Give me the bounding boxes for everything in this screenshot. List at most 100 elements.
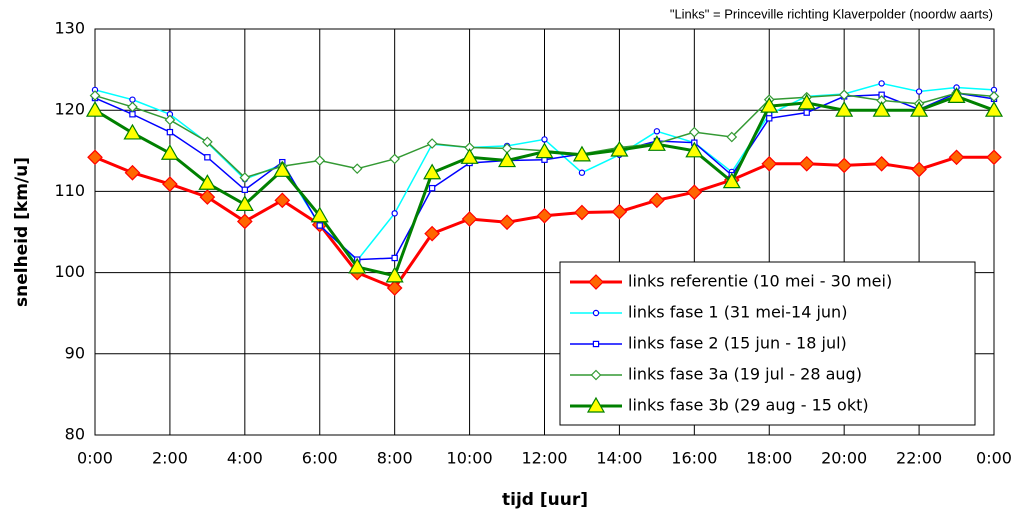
- x-tick-label: 20:00: [821, 449, 867, 468]
- legend-label: links fase 3b (29 aug - 15 okt): [628, 396, 869, 415]
- y-axis-label: snelheid [km/u]: [12, 157, 32, 307]
- marker: [872, 100, 891, 117]
- marker: [535, 142, 554, 159]
- marker: [588, 274, 604, 290]
- y-tick-label: 110: [54, 181, 85, 200]
- marker: [988, 91, 1000, 102]
- marker: [803, 109, 810, 116]
- x-tick-label: 18:00: [746, 449, 792, 468]
- annotation: "Links" = Princeville richting Klaverpol…: [670, 6, 993, 21]
- legend-label: links fase 1 (31 mei-14 jun): [628, 303, 847, 322]
- marker: [316, 222, 323, 229]
- marker: [386, 280, 403, 296]
- marker: [948, 149, 965, 166]
- marker: [797, 93, 816, 110]
- marker: [878, 80, 885, 87]
- marker: [986, 149, 1002, 166]
- marker: [428, 184, 436, 192]
- marker: [722, 172, 741, 189]
- x-tick-label: 0:00: [976, 449, 1012, 468]
- marker: [391, 210, 398, 217]
- marker: [426, 138, 438, 149]
- marker: [127, 101, 138, 113]
- y-tick-label: 80: [65, 425, 85, 444]
- marker: [123, 123, 142, 140]
- marker: [202, 136, 213, 148]
- marker: [947, 87, 966, 103]
- marker: [915, 88, 923, 95]
- y-tick-label: 90: [65, 343, 85, 362]
- marker: [164, 114, 176, 126]
- marker: [236, 213, 253, 230]
- marker: [592, 309, 600, 317]
- marker: [726, 131, 738, 143]
- marker: [204, 154, 211, 161]
- marker: [87, 149, 103, 166]
- legend-label: links fase 3a (19 jul - 28 aug): [628, 365, 862, 384]
- series: [87, 149, 1002, 296]
- marker: [391, 254, 398, 262]
- marker: [273, 161, 292, 177]
- y-tick-label: 120: [54, 100, 85, 119]
- marker: [574, 204, 590, 221]
- marker: [873, 155, 890, 172]
- marker: [649, 192, 665, 209]
- marker: [835, 100, 854, 117]
- y-tick-label: 100: [54, 262, 85, 281]
- legend-box: [559, 261, 976, 426]
- marker: [241, 186, 249, 193]
- marker: [838, 89, 850, 101]
- x-tick-label: 14:00: [596, 449, 642, 468]
- marker: [239, 172, 251, 183]
- marker: [160, 144, 179, 160]
- x-tick-label: 2:00: [152, 449, 188, 468]
- x-tick-label: 6:00: [302, 449, 338, 468]
- x-tick-label: 4:00: [227, 449, 263, 468]
- marker: [760, 96, 779, 113]
- x-tick-label: 22:00: [896, 449, 942, 468]
- marker: [836, 157, 853, 174]
- marker: [423, 163, 442, 180]
- marker: [274, 192, 291, 209]
- x-tick-label: 12:00: [521, 449, 567, 468]
- marker: [798, 155, 815, 172]
- marker: [586, 396, 606, 413]
- marker: [910, 100, 929, 117]
- marker: [162, 176, 178, 192]
- marker: [314, 155, 326, 166]
- marker: [129, 96, 136, 103]
- marker: [653, 128, 661, 135]
- legend-label: links referentie (10 mei - 30 mei): [628, 272, 892, 291]
- marker: [572, 145, 591, 162]
- marker: [766, 115, 773, 122]
- plot-frame: [94, 28, 995, 436]
- x-tick-label: 8:00: [377, 449, 413, 468]
- marker: [199, 189, 216, 205]
- x-tick-label: 10:00: [447, 449, 493, 468]
- marker: [611, 203, 628, 220]
- marker: [460, 148, 479, 164]
- marker: [590, 369, 602, 381]
- marker: [610, 140, 629, 157]
- marker: [385, 266, 404, 283]
- legend-label: links fase 2 (15 jun - 18 jul): [628, 334, 847, 353]
- marker: [348, 257, 367, 274]
- marker: [89, 90, 101, 101]
- marker: [389, 153, 401, 165]
- marker: [761, 155, 778, 172]
- marker: [461, 211, 478, 227]
- marker: [235, 195, 254, 211]
- marker: [686, 184, 703, 201]
- marker: [647, 135, 666, 151]
- marker: [541, 136, 548, 143]
- x-tick-label: 0:00: [77, 449, 113, 468]
- marker: [129, 111, 136, 118]
- marker: [198, 174, 217, 190]
- marker: [498, 151, 517, 168]
- series: [85, 87, 1004, 283]
- marker: [536, 207, 553, 224]
- marker: [911, 161, 927, 178]
- x-tick-label: 16:00: [671, 449, 717, 468]
- marker: [351, 163, 363, 175]
